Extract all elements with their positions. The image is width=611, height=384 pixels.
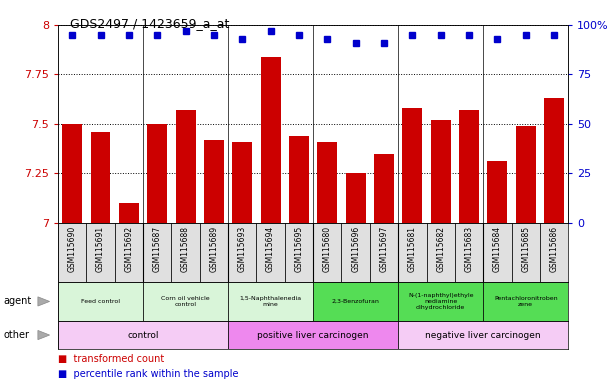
Text: negative liver carcinogen: negative liver carcinogen: [425, 331, 541, 339]
Text: GSM115684: GSM115684: [493, 226, 502, 272]
Bar: [455, 223, 483, 282]
Bar: [483, 282, 568, 321]
Text: GSM115695: GSM115695: [295, 226, 304, 272]
Bar: [58, 223, 86, 282]
Text: GSM115686: GSM115686: [549, 226, 558, 272]
Bar: [374, 154, 394, 223]
Text: GSM115692: GSM115692: [125, 226, 133, 272]
Bar: [90, 132, 111, 223]
Bar: [370, 223, 398, 282]
Text: GSM115681: GSM115681: [408, 226, 417, 272]
Bar: [228, 282, 313, 321]
Bar: [488, 161, 507, 223]
Text: 2,3-Benzofuran: 2,3-Benzofuran: [332, 299, 379, 304]
Bar: [398, 282, 483, 321]
Text: ■  percentile rank within the sample: ■ percentile rank within the sample: [58, 369, 238, 379]
Text: GSM115693: GSM115693: [238, 226, 247, 272]
Bar: [398, 321, 568, 349]
Bar: [511, 223, 540, 282]
Bar: [544, 98, 564, 223]
Bar: [426, 223, 455, 282]
Bar: [285, 223, 313, 282]
Text: ■  transformed count: ■ transformed count: [58, 354, 164, 364]
Bar: [346, 173, 365, 223]
Polygon shape: [38, 297, 49, 306]
Text: agent: agent: [3, 296, 31, 306]
Text: control: control: [127, 331, 159, 339]
Bar: [228, 321, 398, 349]
Text: Pentachloronitroben
zene: Pentachloronitroben zene: [494, 296, 557, 307]
Bar: [431, 120, 450, 223]
Bar: [204, 140, 224, 223]
Bar: [540, 223, 568, 282]
Bar: [143, 223, 172, 282]
Text: GSM115696: GSM115696: [351, 226, 360, 272]
Text: GSM115688: GSM115688: [181, 226, 190, 272]
Text: GSM115691: GSM115691: [96, 226, 105, 272]
Bar: [317, 142, 337, 223]
Text: Feed control: Feed control: [81, 299, 120, 304]
Bar: [398, 223, 426, 282]
Bar: [58, 321, 228, 349]
Bar: [313, 282, 398, 321]
Bar: [176, 110, 196, 223]
Bar: [342, 223, 370, 282]
Bar: [289, 136, 309, 223]
Text: GSM115697: GSM115697: [379, 226, 389, 272]
Text: 1,5-Naphthalenedia
mine: 1,5-Naphthalenedia mine: [240, 296, 302, 307]
Text: GSM115690: GSM115690: [68, 226, 77, 272]
Text: GSM115680: GSM115680: [323, 226, 332, 272]
Bar: [58, 282, 143, 321]
Bar: [200, 223, 228, 282]
Bar: [403, 108, 422, 223]
Bar: [115, 223, 143, 282]
Text: Corn oil vehicle
control: Corn oil vehicle control: [161, 296, 210, 307]
Text: GSM115689: GSM115689: [210, 226, 219, 272]
Bar: [261, 56, 280, 223]
Bar: [459, 110, 479, 223]
Text: GSM115683: GSM115683: [464, 226, 474, 272]
Bar: [147, 124, 167, 223]
Bar: [228, 223, 257, 282]
Polygon shape: [38, 330, 49, 339]
Text: other: other: [3, 330, 29, 340]
Text: GSM115687: GSM115687: [153, 226, 162, 272]
Bar: [257, 223, 285, 282]
Bar: [119, 203, 139, 223]
Text: N-(1-naphthyl)ethyle
nediamine
dihydrochloride: N-(1-naphthyl)ethyle nediamine dihydroch…: [408, 293, 474, 310]
Bar: [313, 223, 342, 282]
Bar: [172, 223, 200, 282]
Bar: [516, 126, 536, 223]
Text: GSM115682: GSM115682: [436, 226, 445, 272]
Bar: [86, 223, 115, 282]
Text: GSM115685: GSM115685: [521, 226, 530, 272]
Text: GDS2497 / 1423659_a_at: GDS2497 / 1423659_a_at: [70, 17, 230, 30]
Bar: [232, 142, 252, 223]
Bar: [143, 282, 228, 321]
Bar: [62, 124, 82, 223]
Text: positive liver carcinogen: positive liver carcinogen: [257, 331, 369, 339]
Text: GSM115694: GSM115694: [266, 226, 275, 272]
Bar: [483, 223, 511, 282]
